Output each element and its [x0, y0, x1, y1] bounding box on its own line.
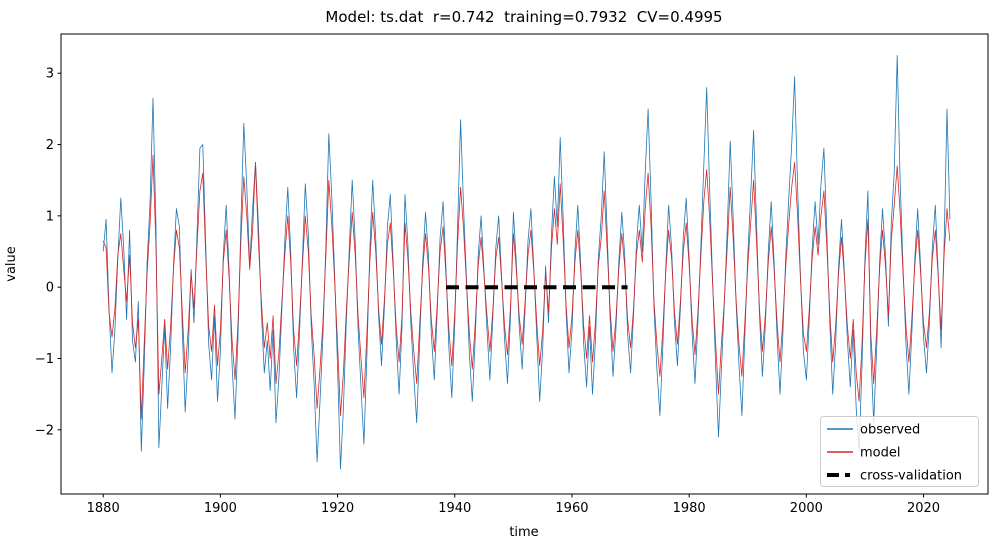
x-tick-label: 2000: [790, 501, 823, 516]
x-tick-label: 1920: [321, 501, 354, 516]
series-layer: [102, 55, 951, 470]
y-axis-label: value: [4, 246, 19, 282]
y-tick-label: 0: [46, 281, 54, 296]
legend-label-cross-validation: cross-validation: [860, 469, 962, 484]
y-tick-label: −2: [35, 423, 54, 438]
x-axis-label: time: [509, 525, 538, 540]
series-model-line: [102, 154, 951, 420]
x-tick-label: 1900: [204, 501, 237, 516]
x-tick-label: 1940: [438, 501, 471, 516]
legend-label-observed: observed: [860, 423, 920, 438]
x-tick-label: 2020: [907, 501, 940, 516]
legend-label-model: model: [860, 446, 900, 461]
legend: observed model cross-validation: [820, 416, 979, 487]
x-tick-label: 1880: [87, 501, 120, 516]
legend-box: [820, 416, 979, 487]
y-tick-label: 1: [46, 209, 54, 224]
plot-border: [60, 33, 989, 495]
axis-layer: 1880 1900 1920 1940 1960 1980 2000 2020 −2 −1 0 1 2 3: [35, 67, 940, 516]
y-tick-label: −1: [35, 352, 54, 367]
y-tick-label: 3: [46, 67, 54, 82]
y-tick-label: 2: [46, 138, 54, 153]
chart-title: Model: ts.dat r=0.742 training=0.7932 CV…: [325, 8, 722, 26]
x-tick-label: 1980: [673, 501, 706, 516]
x-tick-label: 1960: [555, 501, 588, 516]
